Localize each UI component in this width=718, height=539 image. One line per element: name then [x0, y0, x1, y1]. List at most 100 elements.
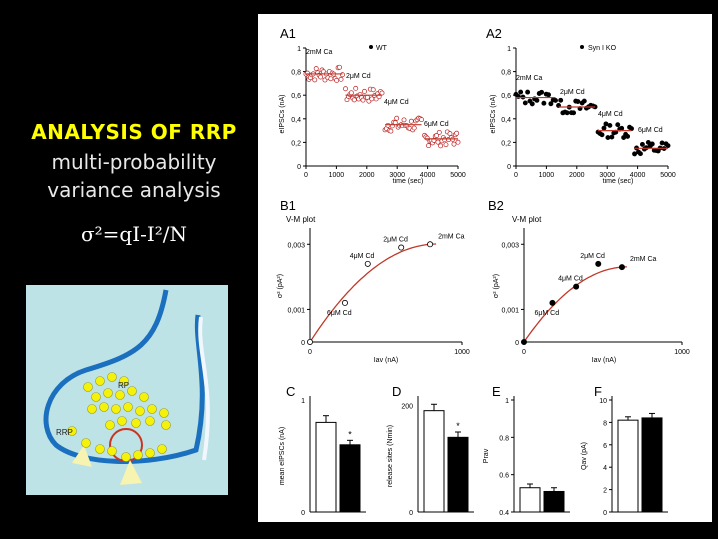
panel-label-b1: B1 — [280, 198, 296, 213]
vesicle-5 — [103, 388, 113, 398]
synapse-drawing: RP RRP — [43, 289, 210, 485]
A2-point-2-7 — [609, 134, 615, 140]
B2-ytick-label-1: 0,001 — [501, 307, 519, 314]
c-ylabel: mean eIPSCs (nA) — [279, 427, 286, 485]
B2-point-2 — [573, 283, 580, 290]
e-ytick-label-1: 0.6 — [499, 473, 509, 480]
A2-ytick-label-0: 0 — [507, 164, 511, 171]
B1-point-0 — [307, 338, 314, 345]
figure-canvas: A1 A2 B1 B2 C D E F eIPSCs (nA) time (se… — [277, 26, 690, 517]
vesicle-26 — [145, 448, 155, 458]
A1-point-2-8 — [394, 115, 400, 121]
A1-xtick-label-0: 0 — [304, 172, 308, 179]
a1-conc-2: 4μM Cd — [384, 99, 409, 106]
B2-xtick-label-0: 0 — [522, 349, 526, 356]
B2-point-3 — [595, 260, 602, 267]
e-ytick-label-2: 0.8 — [499, 435, 509, 442]
B1-point-1 — [341, 299, 348, 306]
a2-conc-2: 4μM Cd — [598, 111, 623, 118]
A2-point-0-4 — [522, 100, 528, 106]
A2-point-3-9 — [649, 141, 655, 147]
A1-xtick-label-5: 5000 — [450, 172, 466, 179]
B1-ytick-label-1: 0,001 — [287, 307, 305, 314]
vesicle-8 — [139, 392, 149, 402]
A1-xtick-label-2: 2000 — [359, 172, 375, 179]
A2-point-2-12 — [619, 125, 625, 131]
A2-point-3-3 — [638, 151, 643, 157]
vesicle-13 — [135, 406, 145, 416]
f-ylabel: Qav (pA) — [581, 442, 588, 470]
vesicle-16 — [117, 416, 127, 426]
variance-formula: σ²=qI-I²/N — [80, 222, 188, 246]
f-ytick-label-5: 10 — [599, 398, 607, 405]
A1-point-2-7 — [392, 120, 398, 126]
A2-point-3-6 — [643, 145, 649, 151]
e-ylabel: Prav — [483, 448, 490, 463]
A1-point-3-22 — [451, 141, 457, 147]
a1-legend-dot — [369, 45, 373, 49]
rrp-label: RRP — [56, 428, 73, 437]
A2-point-2-5 — [605, 135, 611, 141]
A1-xtick-label-1: 1000 — [329, 172, 345, 179]
a2-ylabel: eIPSCs (nA) — [490, 95, 497, 134]
subtitle-line2: variance analysis — [47, 178, 221, 202]
A1-point-3-9 — [434, 133, 440, 138]
A2-point-0-12 — [541, 100, 547, 106]
b2-xlabel: Iav (nA) — [592, 357, 617, 364]
panel-a1-plot: eIPSCs (nA) time (sec) WT 2mM Ca 2μM Cd … — [279, 45, 466, 185]
a1-conc-3: 6μM Cd — [424, 121, 449, 128]
rp-label: RP — [118, 381, 129, 390]
a1-conc-0: 2mM Ca — [306, 49, 333, 56]
B2-point-label-4: 2mM Ca — [630, 256, 657, 263]
panel-label-e: E — [492, 384, 501, 399]
f-ytick-label-2: 4 — [603, 465, 607, 472]
B1-fit-curve — [309, 243, 437, 343]
A2-point-2-15 — [625, 133, 631, 139]
f-bar-0 — [617, 419, 639, 513]
A2-point-1-4 — [564, 110, 570, 116]
A2-point-2-4 — [603, 121, 609, 127]
a2-legend-dot — [580, 45, 584, 49]
A1-point-3-25 — [455, 139, 461, 145]
B2-ytick-label-0: 0 — [515, 340, 519, 347]
A1-ytick-label-2: 0,4 — [291, 117, 301, 124]
A1-point-2-2 — [385, 122, 391, 128]
panel-b2-plot: V-M plot σ² (pA²) Iav (nA) 0 1000 0 0,001 0,… — [493, 215, 690, 364]
vesicle-1 — [95, 376, 105, 386]
f-bar-1 — [641, 417, 663, 513]
A1-point-0-17 — [328, 76, 334, 82]
A1-point-0-6 — [312, 77, 318, 83]
vesicle-20 — [161, 420, 171, 430]
A1-point-3-15 — [442, 137, 448, 143]
a1-legend: WT — [376, 45, 388, 52]
panel-label-f: F — [594, 384, 602, 399]
B1-ytick-label-0: 0 — [301, 340, 305, 347]
vesicle-cluster — [67, 372, 171, 462]
A1-point-3-11 — [436, 129, 442, 135]
A1-point-0-23 — [337, 64, 343, 70]
A2-ytick-label-2: 0,4 — [501, 117, 511, 124]
panel-b1-plot: V-M plot σ² (pA²) Iav (nA) 0 1000 0 0,001 0,… — [277, 215, 470, 364]
B2-point-4 — [618, 264, 625, 271]
c-bar-0 — [315, 421, 337, 513]
A2-xtick-label-4: 4000 — [630, 172, 646, 179]
A2-point-3-17 — [665, 143, 671, 149]
A2-point-0-17 — [553, 97, 558, 103]
f-ytick-label-0: 0 — [603, 510, 607, 517]
vesicle-17 — [131, 418, 141, 428]
a2-conc-1: 2μM Cd — [560, 89, 585, 96]
e-ytick-label-3: 1 — [505, 398, 509, 405]
synaptic-cleft-line — [198, 316, 210, 461]
A1-point-0-25 — [340, 72, 345, 78]
A1-point-0-10 — [318, 74, 324, 80]
A1-point-0-7 — [313, 66, 319, 72]
panel-label-c: C — [286, 384, 295, 399]
A2-point-3-4 — [639, 141, 645, 147]
A1-point-1-7 — [353, 85, 359, 91]
c-ytick-label-0: 0 — [301, 510, 305, 517]
A2-ytick-label-3: 0,6 — [501, 93, 511, 100]
B1-point-4 — [427, 241, 434, 248]
A1-xtick-label-3: 3000 — [389, 172, 405, 179]
A2-point-1-7 — [571, 110, 577, 116]
f-ytick-label-3: 6 — [603, 443, 607, 450]
